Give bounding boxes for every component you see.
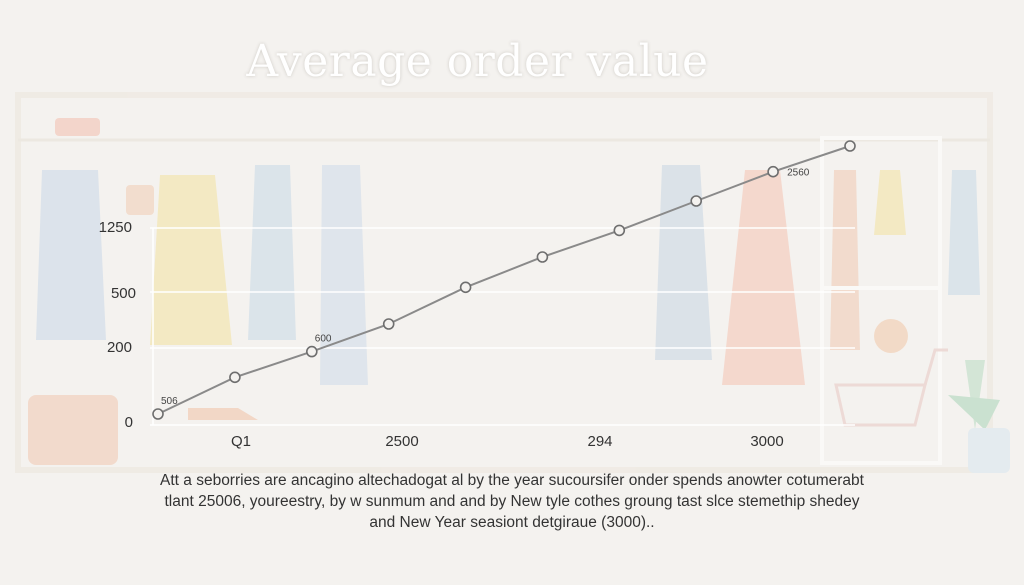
data-point-7 [690,195,703,207]
plot-area: 506 600 2560 [150,140,856,426]
y-tick-label: 0 [124,414,133,431]
shoes-illustration [188,408,258,420]
cart-handle-icon [923,348,948,386]
long-blue-coat-garment [320,165,368,385]
data-point-4 [459,281,472,294]
data-point-3 [382,318,395,330]
x-tick-label: Q1 [230,433,251,450]
chart-title: Average order value [246,36,709,87]
pink-dress-garment [722,170,805,385]
y-tick-label: 500 [110,285,136,302]
small-bag-illustration [126,185,154,215]
x-tick-label: 2500 [385,433,419,450]
round-bag-illustration [874,319,908,353]
right-blue-garment [948,170,980,295]
plant-leaf-illustration [948,395,1000,430]
shopping-cart-icon [834,383,927,427]
data-label: 2560 [787,168,810,179]
blue-shirt-garment [248,165,296,340]
small-yellow-dress [874,170,906,235]
blue-coat-garment [36,170,106,340]
shelf-frame [15,92,993,473]
background-illustration [15,92,1010,473]
data-label: 600 [315,334,332,345]
data-point-0 [152,408,164,420]
data-point-9 [844,140,856,152]
caption-line: and New Year seasiont detgiraue (3000).. [369,514,655,531]
shelf-item-illustration [55,118,100,136]
series-line [157,145,851,415]
orange-garment [830,170,860,350]
y-tick-label: 1250 [98,219,132,236]
series-markers [152,140,856,420]
data-point-6 [613,224,626,237]
y-tick-label: 200 [106,339,132,356]
data-labels: 506 600 2560 [161,168,810,407]
blue-dress-garment [655,165,712,360]
caption-line: Att a seborries are ancagino altechadoga… [160,472,864,489]
data-point-8 [767,165,779,178]
data-point-5 [536,251,549,263]
plant-pot-illustration [968,428,1010,473]
chart-caption: Att a seborries are ancagino altechadoga… [150,470,874,533]
caption-line: tlant 25006, youreestry, by w sunmum and… [164,493,860,510]
data-point-1 [229,371,241,384]
x-tick-label: 294 [587,433,613,450]
yellow-dress-garment [150,175,232,345]
data-label: 506 [161,396,178,407]
data-point-2 [305,345,318,358]
plant-leaves-illustration [965,360,985,430]
handbag-illustration [28,395,118,465]
display-shelf-lower [820,286,942,465]
x-tick-label: 3000 [750,433,784,450]
